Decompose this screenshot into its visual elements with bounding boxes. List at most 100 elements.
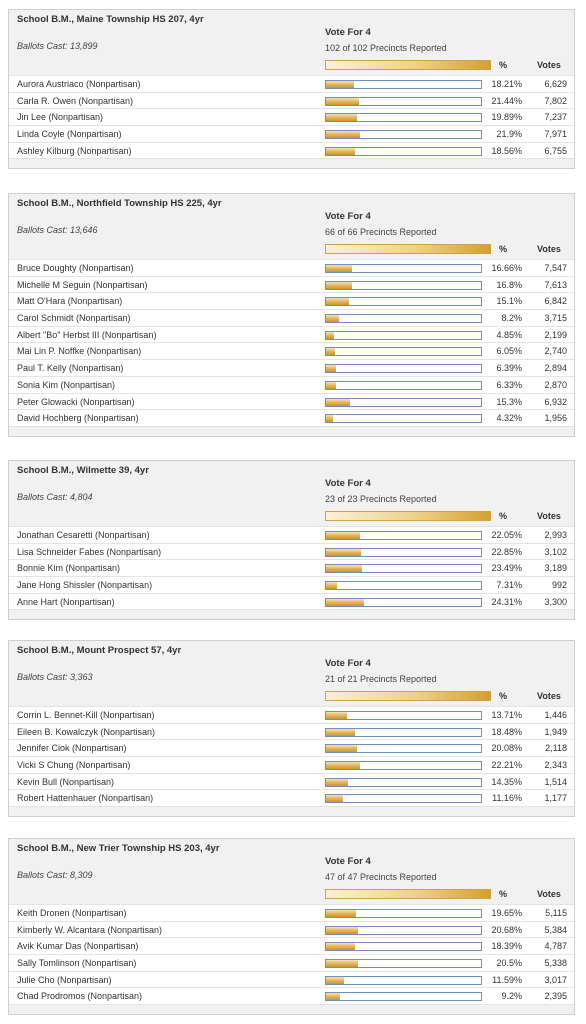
precincts-reported: 102 of 102 Precincts Reported [325,43,447,53]
vote-for-label: Vote For 4 [325,478,371,489]
vote-share-bar [325,564,482,574]
vote-percent: 13.71% [491,710,522,720]
candidate-row: Kimberly W. Alcantara (Nonpartisan) 20.68… [9,920,574,938]
vote-percent: 16.8% [496,279,522,290]
vote-share-fill [326,943,355,951]
vote-percent: 6.39% [496,363,522,374]
header-gradient-bar [325,889,491,899]
votes-column-header: Votes [537,511,561,521]
vote-percent: 18.48% [491,726,522,737]
vote-percent: 4.32% [496,413,522,424]
vote-share-bar [325,80,482,89]
candidate-row: Sonia Kim (Nonpartisan) 6.33% 2,870 [9,375,574,393]
vote-share-fill [326,81,354,88]
race-header: School B.M., Maine Township HS 207, 4yr B… [9,10,574,75]
vote-percent: 16.66% [491,263,522,273]
vote-share-fill [326,548,361,556]
vote-share-bar [325,597,482,607]
vote-share-bar [325,531,482,540]
vote-share-fill [326,265,352,272]
vote-count: 7,237 [544,112,567,123]
vote-count: 3,017 [544,974,567,985]
candidate-row: Lisa Schneider Fabes (Nonpartisan) 22.85%… [9,542,574,560]
vote-percent: 18.39% [491,941,522,952]
candidate-name: Avik Kumar Das (Nonpartisan) [17,941,139,952]
vote-count: 2,118 [545,743,567,754]
percent-column-header: % [499,889,508,899]
race-title: School B.M., Mount Prospect 57, 4yr [17,645,182,656]
candidate-name: Julie Cho (Nonpartisan) [17,974,112,985]
vote-share-bar [325,959,482,969]
vote-percent: 7.31% [496,580,522,591]
vote-percent: 9.2% [501,991,522,1002]
vote-share-fill [326,795,343,803]
vote-count: 3,189 [544,563,567,574]
vote-percent: 4.85% [496,329,522,340]
race-footer [9,1004,574,1015]
vote-count: 2,343 [544,760,567,771]
vote-for-label: Vote For 4 [325,27,371,38]
vote-share-fill [326,976,344,984]
vote-share-bar [325,264,482,273]
candidate-row: Chad Prodromos (Nonpartisan) 9.2% 2,395 [9,987,574,1004]
candidate-row: Corrin L. Bennet-Kill (Nonpartisan) 13.71… [9,706,574,723]
candidate-row: Robert Hattenhauer (Nonpartisan) 11.16% 1,… [9,789,574,806]
vote-count: 7,613 [544,279,567,290]
candidate-name: Corrin L. Bennet-Kill (Nonpartisan) [17,710,155,720]
vote-percent: 15.1% [496,296,522,307]
vote-percent: 20.68% [491,924,522,935]
candidate-name: Jonathan Cesaretti (Nonpartisan) [17,530,150,540]
vote-count: 7,802 [544,95,567,106]
race-panel: School B.M., New Trier Township HS 203, … [8,838,575,1016]
vote-share-bar [325,130,482,140]
candidate-row: Jin Lee (Nonpartisan) 19.89% 7,237 [9,108,574,125]
ballots-cast: Ballots Cast: 4,804 [17,492,93,502]
vote-percent: 14.35% [491,776,522,787]
vote-count: 1,956 [544,413,567,424]
precincts-reported: 47 of 47 Precincts Reported [325,872,437,882]
vote-percent: 18.56% [491,145,522,156]
vote-share-fill [326,745,357,753]
race-panel: School B.M., Maine Township HS 207, 4yr B… [8,9,575,170]
candidate-name: Ashley Kilburg (Nonpartisan) [17,145,132,156]
candidate-row: Bruce Doughty (Nonpartisan) 16.66% 7,547 [9,259,574,276]
vote-share-fill [326,712,347,719]
vote-count: 6,842 [544,296,567,307]
vote-percent: 8.2% [501,313,522,324]
vote-share-fill [326,926,358,934]
vote-share-bar [325,397,482,407]
percent-column-header: % [499,691,508,701]
candidate-name: Vicki S Chung (Nonpartisan) [17,760,131,771]
candidate-name: David Hochberg (Nonpartisan) [17,413,139,424]
vote-share-fill [326,348,335,356]
vote-share-bar [325,744,482,754]
vote-percent: 20.5% [496,958,522,969]
vote-for-label: Vote For 4 [325,658,371,669]
vote-count: 4,787 [544,941,567,952]
candidate-row: Avik Kumar Das (Nonpartisan) 18.39% 4,787 [9,937,574,954]
vote-share-bar [325,364,482,374]
vote-count: 7,547 [544,263,567,273]
candidate-name: Paul T. Kelly (Nonpartisan) [17,363,124,374]
vote-percent: 21.44% [491,95,522,106]
vote-count: 1,949 [544,726,567,737]
vote-percent: 19.65% [491,908,522,918]
vote-count: 3,102 [544,546,567,557]
candidate-name: Michelle M Seguin (Nonpartisan) [17,279,148,290]
vote-share-fill [326,598,364,606]
vote-share-fill [326,381,336,389]
vote-percent: 22.21% [491,760,522,771]
precincts-reported: 23 of 23 Precincts Reported [325,494,437,504]
candidate-name: Keith Dronen (Nonpartisan) [17,908,127,918]
vote-share-bar [325,414,482,424]
vote-share-bar [325,380,482,390]
vote-share-bar [325,761,482,771]
vote-share-bar [325,727,482,737]
vote-count: 1,446 [544,710,567,720]
race-panel: School B.M., Mount Prospect 57, 4yr Ballo… [8,640,575,818]
vote-share-bar [325,942,482,952]
vote-share-fill [326,778,348,786]
vote-percent: 20.08% [491,743,522,754]
race-panel: School B.M., Wilmette 39, 4yr Ballots Cas… [8,460,575,621]
candidate-row: Aurora Austriaco (Nonpartisan) 18.21% 6,62… [9,75,574,92]
